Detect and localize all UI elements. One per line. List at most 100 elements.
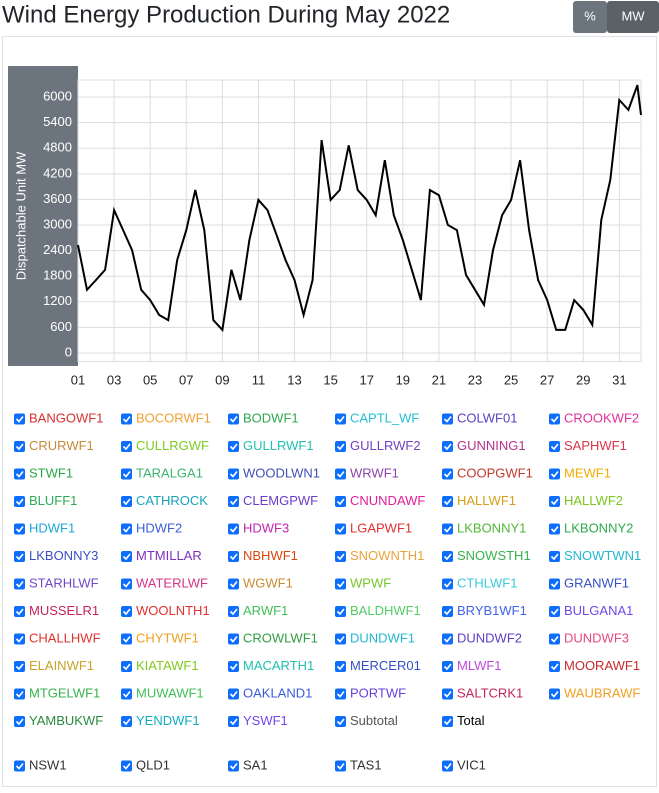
checkbox[interactable]	[14, 523, 25, 535]
checkbox[interactable]	[335, 606, 346, 617]
legend-label[interactable]: GRANWF1	[564, 575, 629, 590]
checkbox[interactable]	[121, 468, 132, 480]
checkbox[interactable]	[549, 688, 560, 700]
legend-label[interactable]: HDWF3	[243, 520, 289, 535]
checkbox[interactable]	[442, 606, 453, 617]
legend-label[interactable]: GULLRWF2	[350, 438, 421, 453]
checkbox[interactable]	[335, 551, 346, 562]
legend-label[interactable]: WOODLWN1	[243, 465, 320, 480]
checkbox[interactable]	[121, 551, 132, 562]
legend-label[interactable]: WGWF1	[243, 575, 293, 590]
legend-label[interactable]: WATERLWF	[136, 575, 208, 590]
checkbox[interactable]	[549, 413, 560, 425]
legend-label[interactable]: HDWF1	[29, 520, 75, 535]
checkbox[interactable]	[14, 716, 25, 727]
checkbox[interactable]	[228, 760, 239, 772]
legend-label[interactable]: CROOKWF2	[564, 410, 639, 425]
checkbox[interactable]	[549, 468, 560, 480]
checkbox[interactable]	[121, 716, 132, 727]
legend-label[interactable]: WAUBRAWF	[564, 685, 640, 700]
checkbox[interactable]	[228, 716, 239, 727]
legend-label[interactable]: MEWF1	[564, 465, 611, 480]
checkbox[interactable]	[14, 688, 25, 700]
checkbox[interactable]	[442, 441, 453, 452]
checkbox[interactable]	[14, 496, 25, 507]
legend-label[interactable]: BODWF1	[243, 410, 299, 425]
legend-label[interactable]: PORTWF	[350, 685, 406, 700]
legend-label[interactable]: Subtotal	[350, 713, 398, 728]
checkbox[interactable]	[442, 661, 453, 672]
checkbox[interactable]	[442, 633, 453, 645]
legend-label[interactable]: HALLWF2	[564, 493, 623, 508]
legend-label[interactable]: ARWF1	[243, 603, 288, 618]
checkbox[interactable]	[228, 496, 239, 507]
checkbox[interactable]	[335, 716, 346, 727]
checkbox[interactable]	[14, 606, 25, 617]
checkbox[interactable]	[549, 551, 560, 562]
checkbox[interactable]	[549, 606, 560, 617]
legend-label[interactable]: YSWF1	[243, 713, 288, 728]
legend-label[interactable]: COLWF01	[457, 410, 517, 425]
legend-label[interactable]: BRYB1WF1	[457, 603, 527, 618]
legend-label[interactable]: WOOLNTH1	[136, 603, 210, 618]
legend-label[interactable]: WRWF1	[350, 465, 399, 480]
checkbox[interactable]	[549, 661, 560, 672]
legend-label[interactable]: VIC1	[457, 757, 486, 772]
checkbox[interactable]	[121, 578, 132, 590]
legend-label[interactable]: BALDHWF1	[350, 603, 421, 618]
legend-label[interactable]: COOPGWF1	[457, 465, 533, 480]
checkbox[interactable]	[228, 633, 239, 645]
toggle-button[interactable]	[607, 1, 659, 33]
legend-label[interactable]: LGAPWF1	[350, 520, 412, 535]
legend-label[interactable]: MACARTH1	[243, 658, 314, 673]
checkbox[interactable]	[442, 551, 453, 562]
checkbox[interactable]	[228, 578, 239, 590]
checkbox[interactable]	[121, 688, 132, 700]
legend-label[interactable]: BANGOWF1	[29, 410, 103, 425]
legend-label[interactable]: LKBONNY3	[29, 548, 98, 563]
legend-label[interactable]: TAS1	[350, 757, 382, 772]
legend-label[interactable]: CAPTL_WF	[350, 410, 419, 425]
checkbox[interactable]	[14, 760, 25, 772]
checkbox[interactable]	[442, 523, 453, 535]
legend-label[interactable]: YAMBUKWF	[29, 713, 103, 728]
checkbox[interactable]	[14, 413, 25, 425]
legend-label[interactable]: DUNDWF1	[350, 630, 415, 645]
legend-label[interactable]: SAPHWF1	[564, 438, 627, 453]
legend-label[interactable]: CNUNDAWF	[350, 493, 425, 508]
checkbox[interactable]	[121, 661, 132, 672]
checkbox[interactable]	[549, 633, 560, 645]
legend-label[interactable]: MTGELWF1	[29, 685, 100, 700]
legend-label[interactable]: MUSSELR1	[29, 603, 99, 618]
checkbox[interactable]	[442, 496, 453, 507]
legend-label[interactable]: ELAINWF1	[29, 658, 94, 673]
legend-label[interactable]: SALTCRK1	[457, 685, 523, 700]
checkbox[interactable]	[335, 413, 346, 425]
legend-label[interactable]: STWF1	[29, 465, 73, 480]
checkbox[interactable]	[228, 523, 239, 535]
legend-label[interactable]: CLEMGPWF	[243, 493, 318, 508]
checkbox[interactable]	[121, 441, 132, 452]
checkbox[interactable]	[335, 633, 346, 645]
legend-label[interactable]: OAKLAND1	[243, 685, 312, 700]
legend-label[interactable]: GULLRWF1	[243, 438, 314, 453]
checkbox[interactable]	[442, 578, 453, 590]
legend-label[interactable]: DUNDWF2	[457, 630, 522, 645]
legend-label[interactable]: MLWF1	[457, 658, 502, 673]
legend-label[interactable]: CHYTWF1	[136, 630, 199, 645]
legend-label[interactable]: STARHLWF	[29, 575, 99, 590]
legend-label[interactable]: TARALGA1	[136, 465, 203, 480]
legend-label[interactable]: GUNNING1	[457, 438, 526, 453]
checkbox[interactable]	[335, 661, 346, 672]
checkbox[interactable]	[14, 578, 25, 590]
checkbox[interactable]	[14, 551, 25, 562]
legend-label[interactable]: BOCORWF1	[136, 410, 211, 425]
checkbox[interactable]	[228, 413, 239, 425]
checkbox[interactable]	[442, 468, 453, 480]
legend-label[interactable]: WPWF	[350, 575, 391, 590]
checkbox[interactable]	[442, 716, 453, 727]
toggle-label[interactable]: MW	[621, 8, 645, 23]
checkbox[interactable]	[442, 760, 453, 772]
checkbox[interactable]	[228, 551, 239, 562]
legend-label[interactable]: NBHWF1	[243, 548, 298, 563]
